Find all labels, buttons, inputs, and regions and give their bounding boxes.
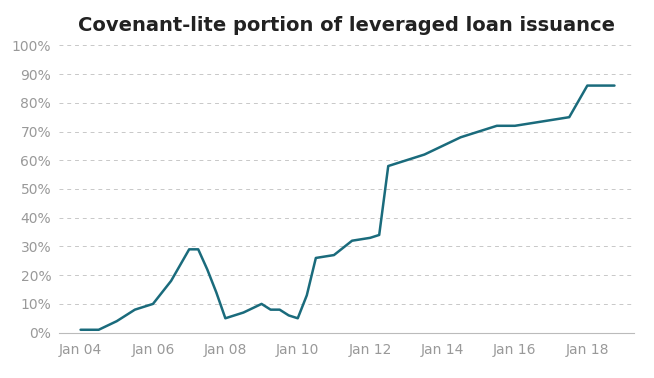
- Title: Covenant-lite portion of leveraged loan issuance: Covenant-lite portion of leveraged loan …: [78, 17, 615, 36]
